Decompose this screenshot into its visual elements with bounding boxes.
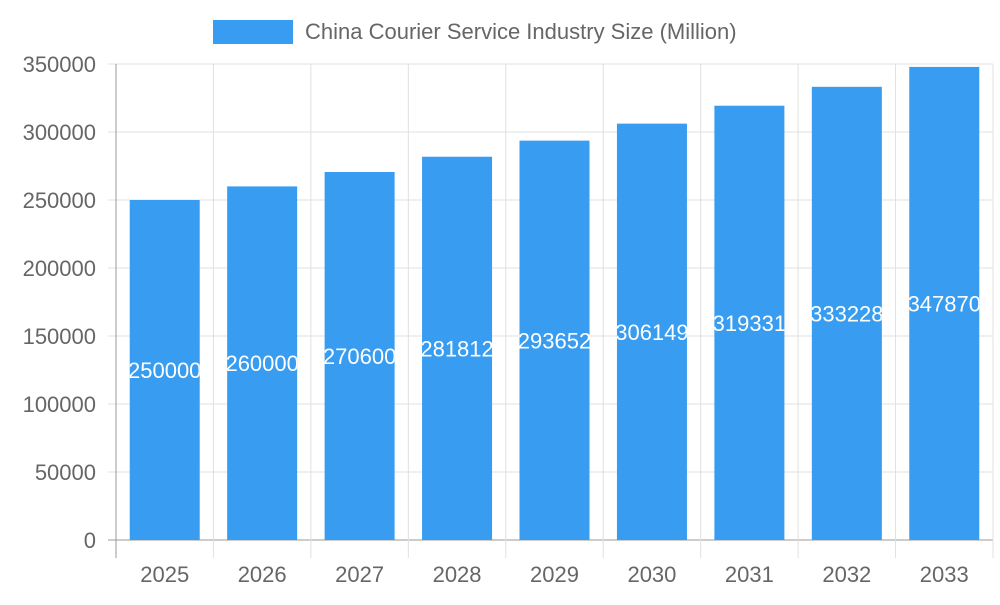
y-tick-label: 0 xyxy=(84,528,96,553)
data-label: 250000 xyxy=(128,358,201,383)
y-tick-label: 250000 xyxy=(23,188,96,213)
data-label: 347870 xyxy=(908,291,981,316)
data-label: 270600 xyxy=(323,344,396,369)
bar[interactable] xyxy=(227,186,298,540)
y-tick-label: 100000 xyxy=(23,392,96,417)
data-label: 319331 xyxy=(713,311,786,336)
x-tick-label: 2027 xyxy=(335,562,384,587)
x-tick-label: 2031 xyxy=(725,562,774,587)
bar[interactable] xyxy=(422,156,493,540)
bar[interactable] xyxy=(324,171,395,540)
x-tick-label: 2028 xyxy=(433,562,482,587)
data-label: 260000 xyxy=(225,351,298,376)
x-tick-label: 2029 xyxy=(530,562,579,587)
x-tick-label: 2030 xyxy=(627,562,676,587)
y-tick-label: 50000 xyxy=(35,460,96,485)
x-tick-label: 2032 xyxy=(822,562,871,587)
axes: 0 50000 100000 150000 200000 250000 300000 3500… xyxy=(23,52,969,587)
legend-swatch xyxy=(213,20,293,44)
bar[interactable] xyxy=(714,105,785,540)
data-label: 281812 xyxy=(420,336,493,361)
bar[interactable] xyxy=(129,200,200,540)
legend[interactable]: China Courier Service Industry Size (Mil… xyxy=(213,19,737,44)
bars: 250000 260000 270600 281812 293652 306149 3193… xyxy=(128,66,981,541)
bar[interactable] xyxy=(519,140,590,540)
bar[interactable] xyxy=(909,66,980,541)
data-label: 306149 xyxy=(615,320,688,345)
bar[interactable] xyxy=(616,123,687,540)
y-tick-label: 200000 xyxy=(23,256,96,281)
data-label: 333228 xyxy=(810,301,883,326)
legend-label: China Courier Service Industry Size (Mil… xyxy=(305,19,737,44)
bar[interactable] xyxy=(811,86,882,540)
y-tick-label: 300000 xyxy=(23,120,96,145)
x-tick-label: 2033 xyxy=(920,562,969,587)
x-tick-label: 2025 xyxy=(140,562,189,587)
y-tick-label: 350000 xyxy=(23,52,96,77)
data-label: 293652 xyxy=(518,328,591,353)
y-tick-label: 150000 xyxy=(23,324,96,349)
x-tick-label: 2026 xyxy=(238,562,287,587)
